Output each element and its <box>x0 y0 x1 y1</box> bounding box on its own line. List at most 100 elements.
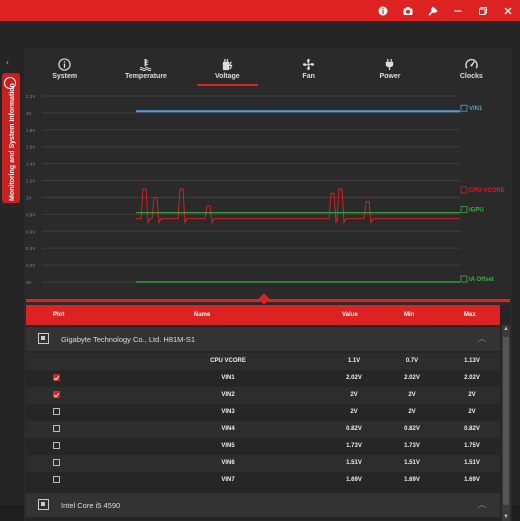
device-name: Intel Core i5 4590 <box>61 501 121 510</box>
plot-checkbox[interactable] <box>53 408 60 415</box>
sensor-name: VIN2 <box>221 392 235 398</box>
side-tab-label: Monitoring and System Information <box>9 83 16 201</box>
scroll-up-icon[interactable]: ▲ <box>503 326 509 332</box>
plot-checkbox[interactable] <box>53 459 60 466</box>
thermometer-icon <box>140 58 152 71</box>
sensor-value: 0.82V <box>346 426 362 432</box>
tab-voltage[interactable]: Voltage <box>187 49 268 89</box>
sensor-min: 2V <box>408 392 416 398</box>
info-icon <box>4 77 16 89</box>
sensor-value: 1.73V <box>346 443 362 449</box>
voltage-chart-svg: 2.2V 2V 1.8V 1.6V 1.4V 1.2V 1V 0.8V 0.6V 0.4V 0.2V… <box>26 94 505 285</box>
sensor-name: VIN5 <box>221 443 235 449</box>
sensor-min: 1.73V <box>404 443 420 449</box>
device-group-motherboard[interactable]: Gigabyte Technology Co., Ltd. H81M-S1 ︿ <box>26 327 500 351</box>
sensor-min: 0.7V <box>405 358 419 364</box>
table-row[interactable]: VIN1 2.02V 2.02V 2.02V <box>26 370 500 387</box>
y-tick-label: 0.2V <box>26 263 35 268</box>
legend-swatch <box>460 186 468 194</box>
y-tick-label: 1.6V <box>26 145 35 150</box>
sensor-value: 2.02V <box>346 375 362 381</box>
tab-fan[interactable]: Fan <box>268 49 349 89</box>
table-row[interactable]: VIN2 2V 2V 2V <box>26 387 500 404</box>
header-max: Max <box>464 312 476 318</box>
sensor-max: 1.75V <box>464 443 480 449</box>
tab-label: Clocks <box>459 73 483 80</box>
plot-checkbox[interactable] <box>53 442 60 449</box>
y-tick-label: 0.4V <box>26 246 35 251</box>
sensor-name: VIN1 <box>221 375 235 381</box>
tab-label: Fan <box>302 73 315 80</box>
table-row[interactable]: VIN6 1.51V 1.51V 1.51V <box>26 455 500 472</box>
restore-icon[interactable] <box>470 0 495 21</box>
y-tick-label: 1V <box>26 195 32 200</box>
scroll-down-icon[interactable]: ▼ <box>503 514 509 520</box>
sensor-name: CPU VCORE <box>210 358 246 364</box>
info-icon <box>58 58 71 71</box>
sensor-value: 1.1V <box>347 358 361 364</box>
chevron-left-icon[interactable]: ‹ <box>6 57 9 67</box>
sensor-name: VIN4 <box>221 426 235 432</box>
y-tick-label: 1.8V <box>26 128 35 133</box>
voltage-chart: 2.2V 2V 1.8V 1.6V 1.4V 1.2V 1V 0.8V 0.6V 0.4V 0.2V… <box>24 91 512 297</box>
table-row[interactable]: VIN3 2V 2V 2V <box>26 404 500 421</box>
gauge-icon <box>465 58 478 69</box>
tab-label: Voltage <box>214 73 240 80</box>
table-row[interactable]: VIN5 1.73V 1.73V 1.75V <box>26 438 500 455</box>
y-tick-label: 0.6V <box>26 229 35 234</box>
sensor-max: 1.13V <box>464 358 480 364</box>
table-scrollbar[interactable]: ▲ ▼ <box>502 325 510 521</box>
plug-bolt-icon <box>222 58 233 71</box>
header-value: Value <box>342 312 358 318</box>
device-group-cpu[interactable]: Intel Core i5 4590 ︿ <box>26 493 500 517</box>
minimize-icon[interactable] <box>445 0 470 21</box>
wrench-icon[interactable] <box>420 0 445 21</box>
legend-label: VIN1 <box>469 106 483 112</box>
table-row[interactable]: VIN7 1.69V 1.69V 1.69V <box>26 472 500 489</box>
sensor-min: 2.02V <box>404 375 420 381</box>
info-icon[interactable] <box>370 0 395 21</box>
header-name: Name <box>194 312 211 318</box>
tab-temperature[interactable]: Temperature <box>105 49 186 89</box>
y-tick-label: 1.4V <box>26 162 35 167</box>
sensor-min: 2V <box>408 409 416 415</box>
y-tick-label: 1.2V <box>26 179 35 184</box>
tab-clocks[interactable]: Clocks <box>431 49 512 89</box>
header-plot: Plot <box>53 312 65 318</box>
sensor-max: 1.51V <box>464 460 480 466</box>
main-panel: System Temperature Voltage Fan Power Clo… <box>24 49 512 521</box>
table-row[interactable]: CPU VCORE 1.1V 0.7V 1.13V <box>26 353 500 370</box>
table-row[interactable]: VIN4 0.82V 0.82V 0.82V <box>26 421 500 438</box>
close-icon[interactable] <box>495 0 520 21</box>
tab-label: Power <box>379 73 401 80</box>
sensor-name: VIN7 <box>221 477 235 483</box>
sensor-min: 1.51V <box>404 460 420 466</box>
motherboard-icon <box>38 333 49 344</box>
tab-bar: System Temperature Voltage Fan Power Clo… <box>24 49 512 89</box>
plot-checkbox[interactable] <box>53 374 60 381</box>
table-header: Plot Name Value Min Max <box>26 305 500 325</box>
legend-swatch <box>460 275 468 283</box>
tab-power[interactable]: Power <box>349 49 430 89</box>
title-bar <box>0 0 520 21</box>
y-tick-label: 2V <box>26 111 32 116</box>
sensor-name: VIN6 <box>221 460 235 466</box>
sensor-value: 1.51V <box>346 460 362 466</box>
plot-checkbox[interactable] <box>53 476 60 483</box>
sensor-value: 2V <box>350 392 358 398</box>
sensor-max: 2V <box>468 409 476 415</box>
camera-icon[interactable] <box>395 0 420 21</box>
plot-checkbox[interactable] <box>53 425 60 432</box>
sensor-min: 0.82V <box>404 426 420 432</box>
app-frame: ‹ Monitoring and System Information Syst… <box>0 21 520 521</box>
scrollbar-thumb[interactable] <box>503 337 509 505</box>
sensor-max: 2.02V <box>464 375 480 381</box>
chevron-up-icon[interactable]: ︿ <box>478 334 486 343</box>
sensor-max: 0.82V <box>464 426 480 432</box>
y-tick-label: 0.8V <box>26 212 35 217</box>
side-tab-monitoring[interactable] <box>2 73 20 203</box>
tab-system[interactable]: System <box>24 49 105 89</box>
legend-label: iGPU <box>469 208 484 214</box>
plot-checkbox[interactable] <box>53 391 60 398</box>
sensor-max: 1.69V <box>464 477 480 483</box>
